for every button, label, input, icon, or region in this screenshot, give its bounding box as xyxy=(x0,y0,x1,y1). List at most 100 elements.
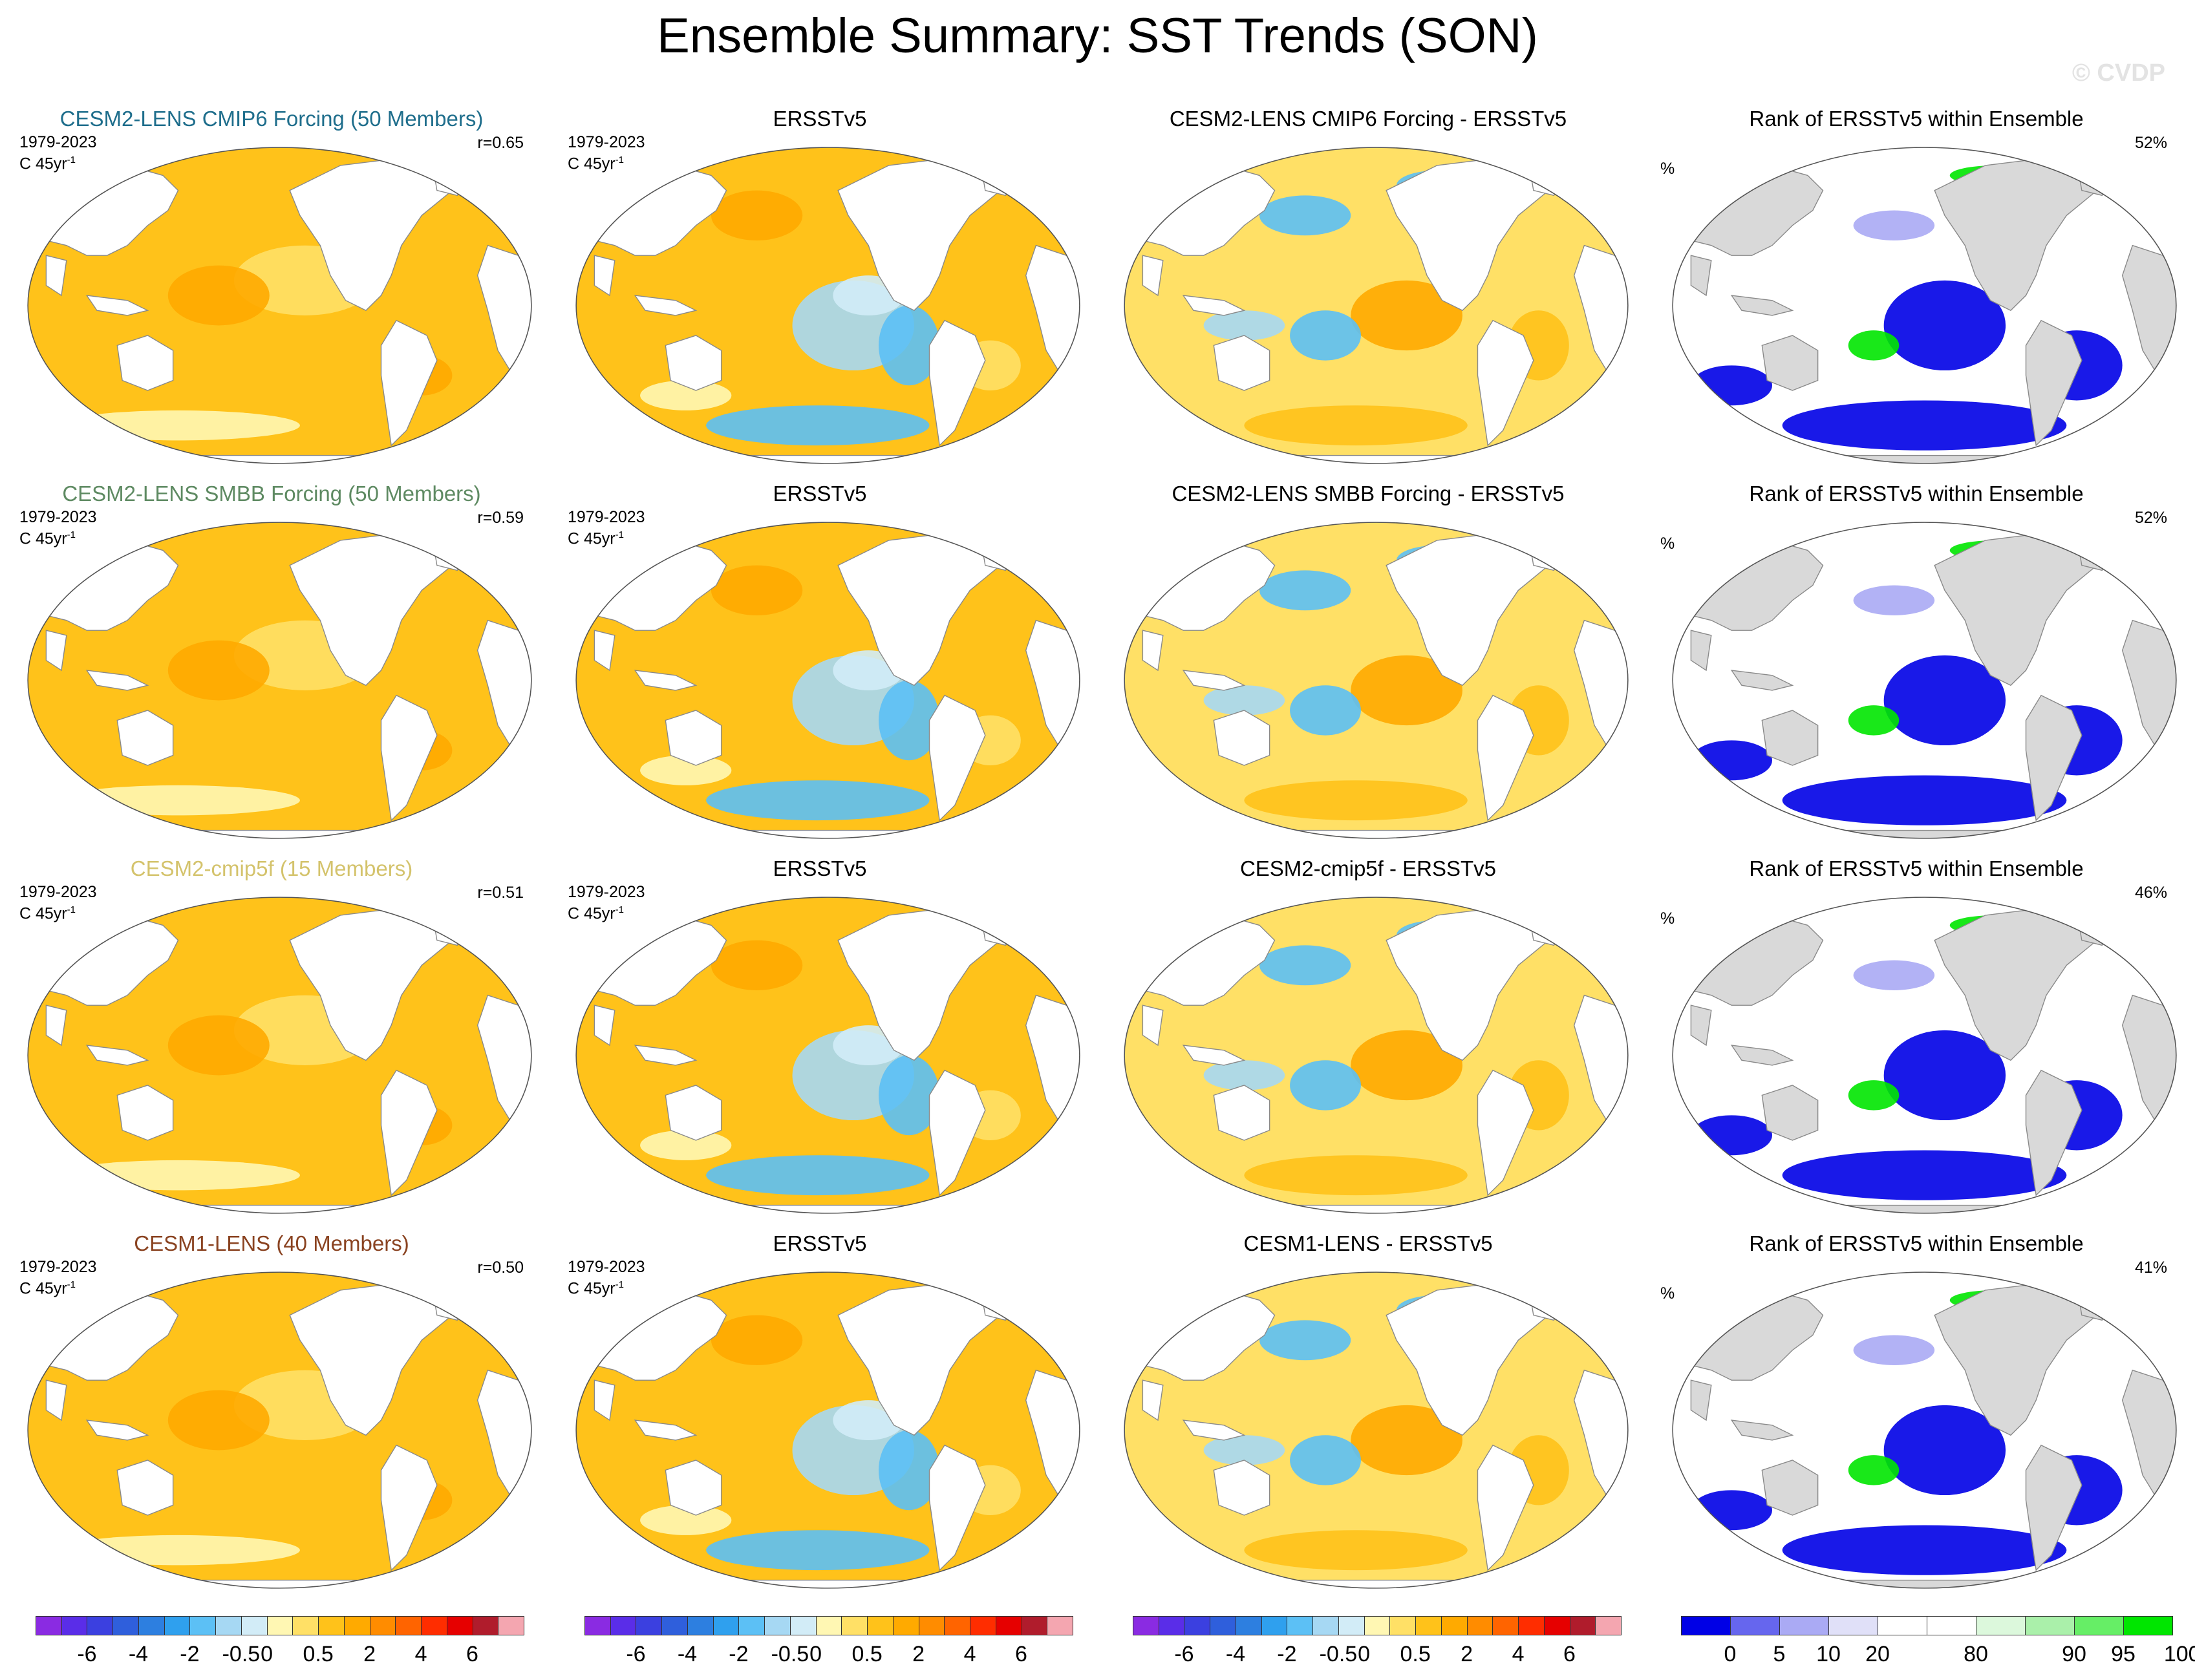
units-label: C 45yr xyxy=(568,529,616,548)
land-australia xyxy=(665,1460,722,1516)
panel-title: CESM2-cmip5f - ERSSTv5 xyxy=(1239,856,1497,880)
trend-anomaly-region xyxy=(706,1155,930,1196)
map-panel-difference: CESM2-cmip5f - ERSSTv5 xyxy=(1103,856,1633,1218)
period-units-label: 1979-2023 C 45yr-1 xyxy=(568,134,645,173)
colorbar-swatch xyxy=(1287,1616,1314,1635)
land-india xyxy=(594,1379,616,1421)
map-plot xyxy=(1124,897,1629,1214)
land-indonesia xyxy=(85,1419,149,1441)
percent-unit-label: % xyxy=(1660,1284,1675,1303)
colorbar-tick-label: 2 xyxy=(912,1642,925,1666)
land-australia xyxy=(1761,1085,1819,1141)
colorbar-swatch xyxy=(1338,1616,1365,1635)
land-antarctic xyxy=(76,1579,483,1588)
colorbar-swatch xyxy=(944,1616,971,1635)
map-border xyxy=(1124,522,1629,839)
colorbar-swatch xyxy=(266,1616,294,1635)
land-india xyxy=(1690,1379,1712,1421)
panel-title: CESM1-LENS - ERSSTv5 xyxy=(1243,1231,1493,1255)
percent-unit-label: % xyxy=(1660,535,1675,553)
trend-anomaly-region xyxy=(706,1530,930,1571)
colorbar-diff-trend: -6 -4 -2 -0.5 0 0.5 2 4 6 xyxy=(1133,1616,1622,1674)
colorbar-swatch xyxy=(1779,1616,1829,1635)
colorbar-tick-label: 6 xyxy=(1563,1642,1576,1666)
colorbar-swatch xyxy=(995,1616,1022,1635)
land-indonesia xyxy=(634,670,698,691)
trend-anomaly-region xyxy=(1259,1320,1351,1361)
trend-anomaly-region xyxy=(1244,1155,1468,1196)
map-panel-observations: ERSSTv5 1979-2023 C 45yr-1 xyxy=(555,1231,1085,1593)
units-exponent: -1 xyxy=(67,904,76,915)
trend-anomaly-region xyxy=(1883,655,2006,746)
trend-anomaly-region xyxy=(1290,685,1361,736)
trend-anomaly-region xyxy=(1691,1115,1772,1156)
land-antarctic xyxy=(1173,1204,1579,1213)
map-border xyxy=(1124,897,1629,1214)
map-plot xyxy=(575,147,1080,464)
land-indonesia xyxy=(634,295,698,316)
colorbar-tick-label: 5 xyxy=(1773,1642,1786,1666)
trend-anomaly-region xyxy=(640,755,732,785)
colorbar-obs-trend: -6 -4 -2 -0.5 0 0.5 2 4 6 xyxy=(584,1616,1073,1674)
land-sAmerica xyxy=(928,694,986,822)
land-australia xyxy=(1213,1460,1270,1516)
colorbar-swatch xyxy=(292,1616,319,1635)
map-panel-ensemble-mean: CESM2-LENS CMIP6 Forcing (50 Members) 197… xyxy=(6,107,537,469)
trend-anomaly-region xyxy=(1853,585,1935,615)
trend-anomaly-region xyxy=(1290,310,1361,361)
map-border xyxy=(1672,897,2177,1214)
colorbar-swatch xyxy=(369,1616,396,1635)
trend-anomaly-region xyxy=(1782,1150,2067,1200)
land-indonesia xyxy=(1730,295,1794,316)
pattern-correlation: r=0.51 xyxy=(477,884,524,902)
colorbar-tick-label: 4 xyxy=(963,1642,976,1666)
map-plot xyxy=(1672,1271,2177,1589)
map-border xyxy=(27,147,532,464)
land-australia xyxy=(1761,335,1819,391)
colorbar-tick-label: 2 xyxy=(1461,1642,1473,1666)
trend-anomaly-region xyxy=(1848,1455,1900,1485)
land-greenland xyxy=(2076,529,2118,571)
colorbar-swatch xyxy=(1133,1616,1159,1635)
trend-anomaly-region xyxy=(1883,280,2006,371)
trend-anomaly-region xyxy=(56,1160,300,1191)
colorbar-tick-label: 2 xyxy=(363,1642,376,1666)
map-panel-observations: ERSSTv5 1979-2023 C 45yr-1 xyxy=(555,856,1085,1218)
land-sAmerica xyxy=(380,1069,438,1196)
period-label: 1979-2023 xyxy=(19,883,97,901)
colorbar-rank: 0 5 10 20 80 90 95 100 xyxy=(1681,1616,2195,1674)
land-antarctic xyxy=(625,829,1031,838)
period-units-label: 1979-2023 C 45yr-1 xyxy=(568,509,645,548)
units-label: C 45yr xyxy=(568,154,616,173)
panel-title: ERSSTv5 xyxy=(773,856,867,880)
panel-title: ERSSTv5 xyxy=(773,482,867,505)
land-greenland xyxy=(431,904,473,946)
colorbar-tick-label: -0.5 xyxy=(771,1642,809,1666)
period-label: 1979-2023 xyxy=(19,1258,97,1276)
trend-anomaly-region xyxy=(1853,1335,1935,1365)
trend-anomaly-region xyxy=(1848,705,1900,736)
colorbar-swatch xyxy=(1543,1616,1570,1635)
units-exponent: -1 xyxy=(67,1279,76,1290)
map-border xyxy=(1672,1271,2177,1589)
colorbar-swatch xyxy=(815,1616,842,1635)
rank-percent: 52% xyxy=(2134,509,2167,527)
land-antarctic xyxy=(1173,829,1579,838)
colorbar-swatch xyxy=(1595,1616,1622,1635)
trend-anomaly-region xyxy=(1853,210,1935,240)
map-panel-ensemble-mean: CESM2-cmip5f (15 Members) 1979-2023 C 45yr… xyxy=(6,856,537,1218)
colorbar-tick-label: -6 xyxy=(77,1642,97,1666)
land-india xyxy=(1690,1005,1712,1047)
land-greenland xyxy=(431,529,473,571)
panel-title: CESM1-LENS (40 Members) xyxy=(134,1231,409,1255)
land-australia xyxy=(1213,710,1270,766)
trend-anomaly-region xyxy=(711,940,803,990)
colorbar-swatch xyxy=(1261,1616,1288,1635)
trend-anomaly-region xyxy=(56,785,300,816)
units-label: C 45yr xyxy=(568,904,616,923)
land-antarctic xyxy=(625,1204,1031,1213)
colorbar-swatch xyxy=(1492,1616,1519,1635)
period-label: 1979-2023 xyxy=(568,508,645,526)
panel-title: Rank of ERSSTv5 within Ensemble xyxy=(1749,856,2084,880)
land-indonesia xyxy=(85,1045,149,1066)
